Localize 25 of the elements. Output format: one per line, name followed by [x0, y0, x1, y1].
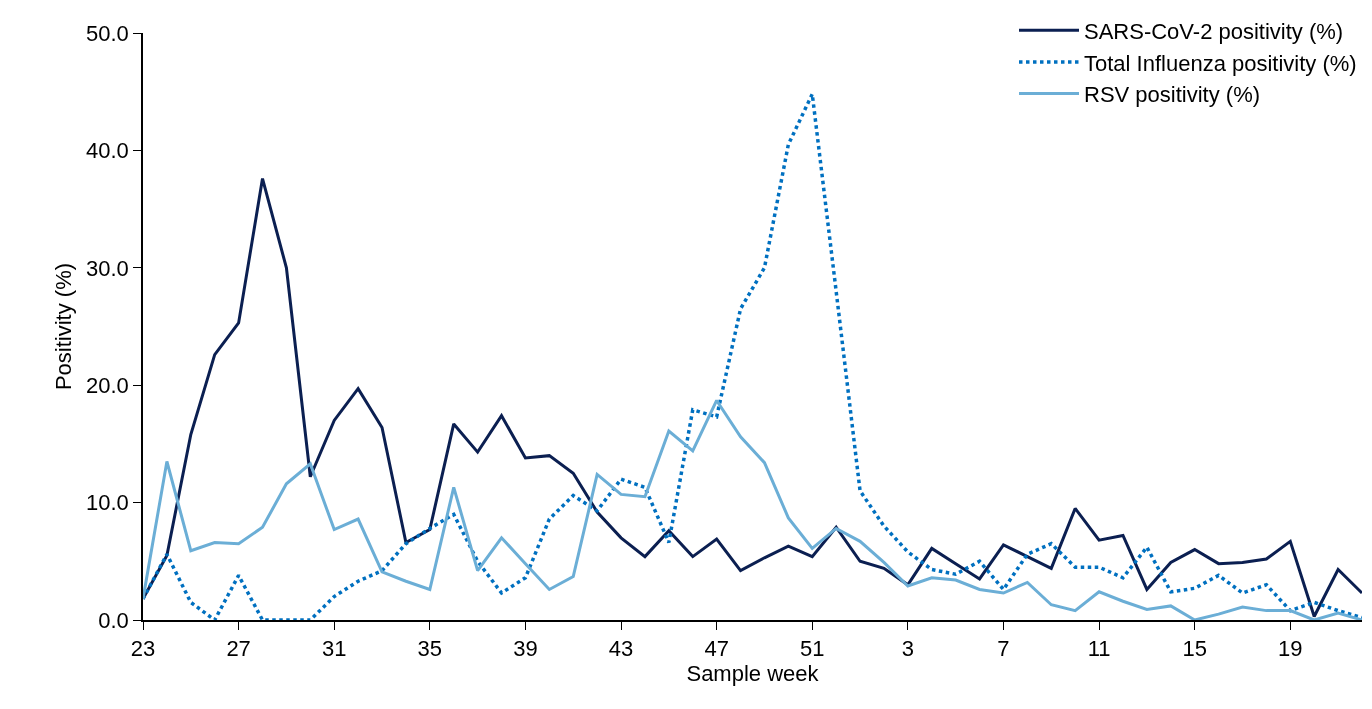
- legend-label: Total Influenza positivity (%): [1084, 50, 1357, 76]
- x-tick-label: 35: [417, 636, 443, 662]
- x-axis-title: Sample week: [686, 661, 820, 687]
- y-tick-label: 50.0: [86, 20, 129, 46]
- y-tick-label: 20.0: [86, 372, 129, 398]
- y-axis-title: Positivity (%): [51, 262, 77, 391]
- x-tick-label: 43: [608, 636, 634, 662]
- x-tick-label: 51: [800, 636, 825, 662]
- x-tick-label: 27: [226, 636, 251, 662]
- x-tick-label: 19: [1278, 636, 1303, 662]
- x-tick-label: 7: [997, 636, 1010, 662]
- y-tick-label: 40.0: [86, 138, 129, 164]
- legend-label: RSV positivity (%): [1084, 82, 1261, 108]
- x-tick-label: 11: [1087, 636, 1111, 662]
- line-series: [143, 177, 1362, 618]
- x-tick-label: 15: [1182, 636, 1207, 662]
- x-tick-label: 3: [901, 636, 914, 662]
- x-tick-label: 31: [321, 636, 347, 662]
- x-tick-label: 23: [130, 636, 156, 662]
- x-tick-label: 39: [513, 636, 538, 662]
- legend-label: SARS-CoV-2 positivity (%): [1084, 18, 1344, 44]
- y-tick-label: 0.0: [98, 607, 129, 633]
- y-tick-label: 10.0: [86, 490, 129, 516]
- y-tick-label: 30.0: [86, 255, 129, 281]
- x-tick-label: 47: [704, 636, 729, 662]
